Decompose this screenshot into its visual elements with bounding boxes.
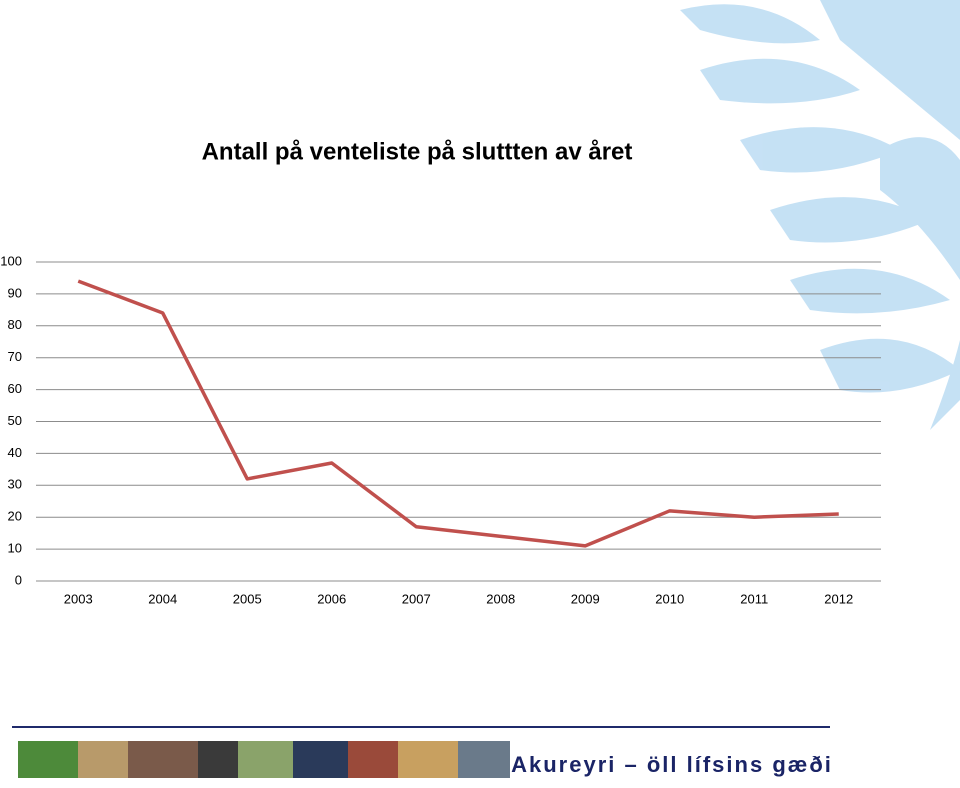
- y-tick-label: 60: [8, 381, 22, 396]
- x-tick-label: 2006: [317, 591, 346, 606]
- x-tick-label: 2004: [148, 591, 177, 606]
- chart-title: Antall på venteliste på sluttten av året: [202, 138, 633, 165]
- y-tick-label: 50: [8, 413, 22, 428]
- x-tick-label: 2008: [486, 591, 515, 606]
- y-tick-label: 90: [8, 285, 22, 300]
- decoration: [680, 0, 960, 430]
- y-tick-label: 100: [0, 253, 22, 268]
- x-tick-label: 2012: [824, 591, 853, 606]
- y-tick-label: 30: [8, 477, 22, 492]
- footer-slogan: Akureyri – öll lífsins gæði: [511, 752, 833, 777]
- y-tick-label: 80: [8, 317, 22, 332]
- y-tick-label: 40: [8, 445, 22, 460]
- x-tick-label: 2010: [655, 591, 684, 606]
- x-tick-label: 2005: [233, 591, 262, 606]
- x-tick-label: 2003: [64, 591, 93, 606]
- y-tick-label: 20: [8, 509, 22, 524]
- y-tick-label: 10: [8, 541, 22, 556]
- x-tick-label: 2009: [571, 591, 600, 606]
- data-line: [77, 279, 839, 548]
- photo-strip: [18, 741, 510, 778]
- x-tick-label: 2011: [740, 591, 768, 606]
- y-tick-label: 0: [15, 572, 22, 587]
- plot: 0 10 20 30 40 50 60 70 80 90 100 2003 2004 2005 2006 20…: [0, 253, 881, 606]
- y-tick-label: 70: [8, 349, 22, 364]
- x-tick-label: 2007: [402, 591, 431, 606]
